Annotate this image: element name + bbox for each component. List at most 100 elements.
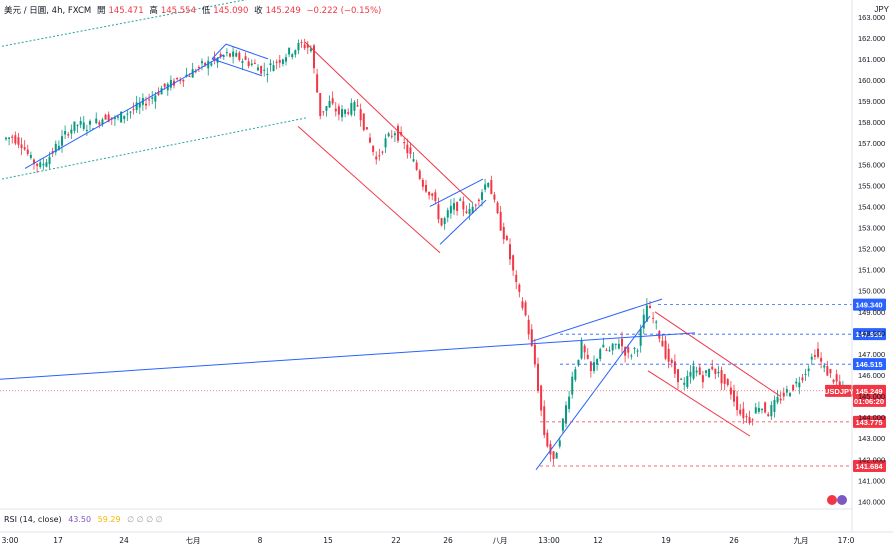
- close-label: 收: [254, 6, 263, 16]
- candle: [341, 104, 343, 122]
- candle: [711, 359, 714, 371]
- candle: [166, 82, 169, 96]
- candle-body: [645, 305, 648, 322]
- candle-body: [726, 379, 729, 385]
- candle: [322, 111, 325, 116]
- candle-body: [649, 305, 651, 308]
- candle-body: [540, 385, 543, 411]
- candle: [372, 145, 375, 156]
- candle: [207, 56, 210, 76]
- price-level-tag: [853, 358, 886, 371]
- candle-body: [810, 356, 813, 360]
- candle-body: [583, 345, 586, 353]
- descending-upper: [654, 311, 781, 397]
- candle: [621, 331, 623, 353]
- candle: [347, 108, 350, 116]
- candle-body: [817, 348, 819, 357]
- uptrend-line: [24, 54, 225, 169]
- candle-body: [253, 62, 256, 64]
- candle-body: [546, 432, 549, 447]
- candle-body: [23, 147, 26, 150]
- candle: [543, 400, 546, 439]
- price-tick-label: 153.000: [858, 223, 885, 232]
- candle-body: [117, 116, 119, 118]
- symbol-label[interactable]: 美元 / 日圓, 4h, FXCM: [4, 6, 92, 16]
- candle-body: [745, 416, 748, 418]
- candle-body: [509, 244, 511, 260]
- candle-body: [686, 375, 689, 388]
- candle-body: [316, 74, 319, 93]
- candle-body: [57, 145, 60, 150]
- candle: [188, 73, 191, 78]
- candle-body: [73, 121, 76, 131]
- price-level-tag-text: 146.515: [855, 360, 882, 369]
- candle: [714, 368, 717, 379]
- candle: [316, 68, 319, 93]
- candle-body: [250, 63, 253, 66]
- candle-body: [835, 374, 838, 382]
- candle: [381, 150, 384, 155]
- candle: [98, 120, 101, 129]
- candle-body: [393, 133, 396, 136]
- time-tick-label: 26: [729, 536, 739, 545]
- candle-body: [813, 355, 816, 357]
- candle-body: [611, 343, 614, 351]
- candle: [468, 203, 471, 220]
- candle-body: [403, 142, 406, 144]
- candle-body: [425, 184, 427, 192]
- candle: [288, 47, 291, 57]
- candle-body: [524, 302, 527, 316]
- price-tick-label: 162.000: [858, 34, 885, 43]
- candle-body: [232, 51, 235, 57]
- candle-body: [456, 202, 459, 211]
- candle-body: [266, 73, 269, 76]
- candle-body: [331, 98, 334, 104]
- price-tick-label: 141.000: [858, 476, 885, 485]
- candle: [443, 216, 446, 230]
- candle-body: [160, 88, 163, 95]
- candle: [272, 60, 275, 72]
- candle: [275, 59, 278, 70]
- candle-body: [362, 113, 365, 131]
- candle-body: [222, 55, 225, 57]
- candle: [328, 95, 331, 109]
- rsi-empty-values: ∅ ∅ ∅ ∅: [127, 515, 163, 524]
- candle-body: [85, 129, 88, 131]
- time-tick-label: 26: [443, 536, 453, 545]
- candle-body: [555, 452, 558, 459]
- candle: [29, 151, 32, 160]
- candle: [334, 102, 337, 117]
- candle-body: [319, 92, 322, 116]
- candle-body: [45, 162, 48, 167]
- candle: [294, 49, 297, 58]
- time-tick-label: 13:00: [538, 536, 560, 545]
- candle-body: [278, 60, 281, 63]
- candle-body: [297, 42, 300, 51]
- candle: [767, 411, 770, 417]
- candle-body: [104, 114, 107, 120]
- candle-body: [33, 159, 35, 164]
- candle-body: [630, 355, 633, 357]
- candle: [353, 100, 356, 117]
- candle: [11, 134, 14, 144]
- candle: [421, 177, 424, 191]
- candle: [565, 401, 567, 428]
- candle-body: [736, 396, 739, 411]
- candle: [176, 77, 179, 81]
- candle-body: [132, 109, 135, 111]
- candle: [826, 360, 829, 376]
- candle: [726, 378, 729, 387]
- candle-body: [300, 42, 303, 44]
- candle: [558, 436, 561, 449]
- candle-body: [505, 235, 508, 240]
- candle-body: [792, 385, 795, 391]
- candle-body: [602, 344, 605, 348]
- candle: [306, 40, 309, 55]
- candle: [26, 144, 29, 156]
- candle-body: [263, 69, 266, 71]
- candle-body: [823, 365, 826, 368]
- candle: [630, 353, 633, 360]
- candle: [415, 159, 418, 171]
- rsi-header[interactable]: RSI (14, close) 43.50 59.29 ∅ ∅ ∅ ∅: [4, 515, 163, 524]
